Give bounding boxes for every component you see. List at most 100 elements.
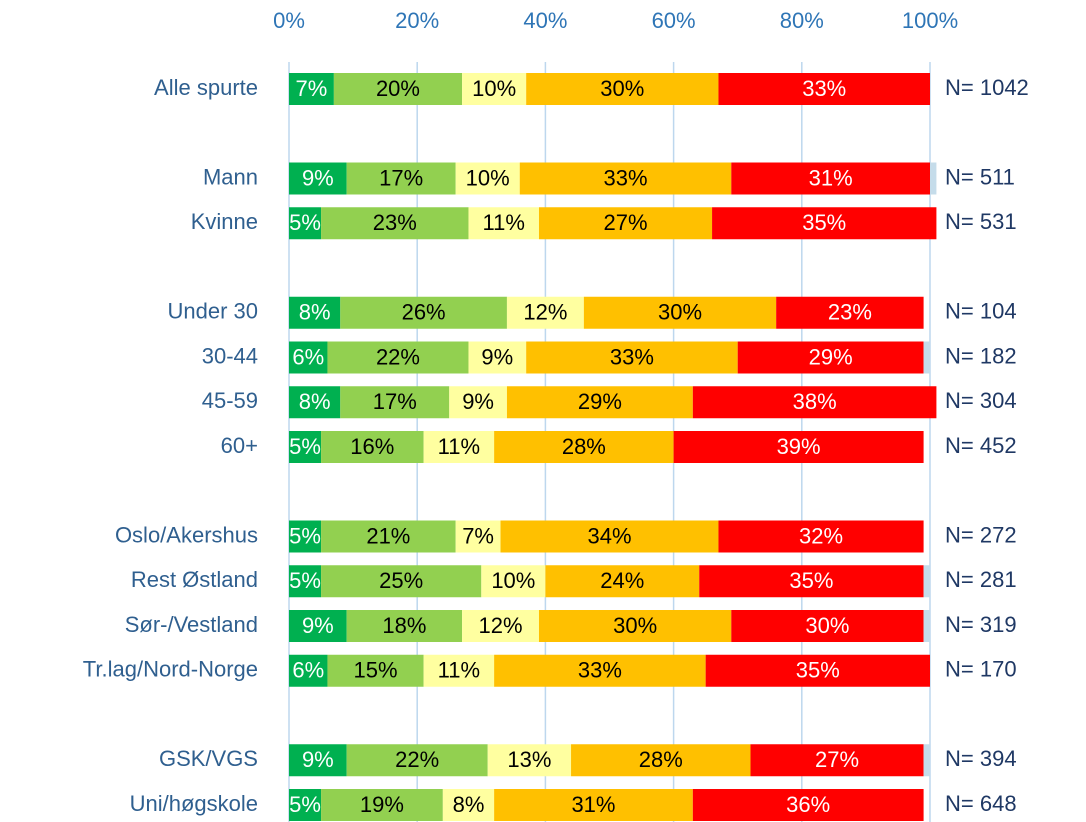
- bar-segment: [519, 162, 732, 195]
- category-label: Kvinne: [191, 209, 258, 234]
- value-label: 11%: [483, 210, 525, 235]
- bar-segment: [340, 296, 507, 329]
- bar-segment: [462, 73, 527, 105]
- value-label: 20%: [376, 76, 420, 101]
- bar-segment: [289, 341, 328, 374]
- value-label: 11%: [438, 658, 480, 683]
- bar-segment: [494, 654, 706, 687]
- n-label: N= 1042: [945, 75, 1029, 100]
- value-label: 5%: [289, 792, 321, 817]
- bar-segment: [776, 296, 924, 329]
- bar-segment: [327, 341, 469, 374]
- bar-segment: [930, 162, 937, 195]
- value-label: 27%: [815, 747, 859, 772]
- bar-segment: [468, 207, 539, 240]
- bar-segment: [538, 207, 713, 240]
- bar-segment: [923, 610, 930, 642]
- value-label: 29%: [809, 344, 853, 369]
- bar-segment: [731, 162, 930, 195]
- bar-segment: [699, 565, 924, 598]
- value-label: 10%: [466, 165, 510, 190]
- bar-segment: [506, 296, 584, 329]
- x-tick-label: 20%: [395, 8, 439, 33]
- bar-segment: [538, 610, 732, 642]
- bar-segment: [289, 565, 322, 598]
- bar-segment: [750, 744, 924, 777]
- bar-segment: [673, 431, 924, 463]
- value-label: 39%: [777, 434, 821, 459]
- category-label: 60+: [221, 433, 258, 458]
- value-label: 35%: [802, 210, 846, 235]
- bar-segment: [506, 386, 693, 419]
- bar-segment: [923, 744, 930, 777]
- category-label: 45-59: [202, 388, 258, 413]
- value-label: 10%: [472, 76, 516, 101]
- value-label: 9%: [302, 747, 334, 772]
- value-label: 24%: [600, 568, 644, 593]
- n-label: N= 304: [945, 388, 1017, 413]
- bar-segment: [289, 520, 322, 553]
- bar-segment: [737, 341, 924, 374]
- bar-segment: [526, 341, 738, 374]
- bar-segment: [487, 744, 572, 777]
- value-label: 22%: [395, 747, 439, 772]
- bar-segment: [718, 73, 930, 105]
- value-label: 31%: [571, 792, 615, 817]
- bar-segment: [423, 431, 495, 463]
- category-label: Alle spurte: [154, 75, 258, 100]
- value-label: 36%: [786, 792, 830, 817]
- value-label: 23%: [373, 210, 417, 235]
- bar-segment: [494, 789, 693, 821]
- value-label: 35%: [796, 658, 840, 683]
- bar-segment: [500, 520, 719, 553]
- bar-segment: [455, 162, 520, 195]
- bar-segment: [423, 654, 495, 687]
- bar-segment: [289, 431, 322, 463]
- bar-segment: [705, 654, 930, 687]
- bar-segment: [455, 520, 501, 553]
- bar-segment: [571, 744, 751, 777]
- category-label: Oslo/Akershus: [115, 522, 258, 547]
- value-label: 5%: [289, 523, 321, 548]
- value-label: 33%: [604, 165, 648, 190]
- value-label: 29%: [578, 389, 622, 414]
- bar-segment: [289, 744, 347, 777]
- bar-segment: [289, 654, 328, 687]
- value-label: 23%: [828, 300, 872, 325]
- bar-segment: [442, 789, 495, 821]
- bar-segment: [289, 789, 322, 821]
- bar-segment: [321, 565, 482, 598]
- value-label: 18%: [382, 613, 426, 638]
- bar-segment: [340, 386, 450, 419]
- value-label: 28%: [562, 434, 606, 459]
- bar-segment: [692, 789, 924, 821]
- x-tick-label: 100%: [902, 8, 958, 33]
- n-label: N= 394: [945, 746, 1017, 771]
- value-label: 33%: [610, 344, 654, 369]
- bar-segment: [731, 610, 924, 642]
- x-tick-label: 40%: [523, 8, 567, 33]
- bar-segment: [449, 386, 507, 419]
- bar-segment: [321, 520, 456, 553]
- bar-segment: [468, 341, 527, 374]
- value-label: 8%: [299, 300, 331, 325]
- value-label: 8%: [453, 792, 485, 817]
- bar-segment: [346, 162, 456, 195]
- bar-segment: [923, 565, 930, 598]
- value-label: 9%: [302, 613, 334, 638]
- bar-segment: [923, 341, 930, 374]
- n-label: N= 104: [945, 299, 1017, 324]
- x-tick-label: 80%: [780, 8, 824, 33]
- bar-segment: [289, 73, 334, 105]
- n-label: N= 648: [945, 791, 1017, 816]
- value-label: 9%: [481, 344, 513, 369]
- category-label: Uni/høgskole: [130, 791, 258, 816]
- value-label: 6%: [292, 344, 324, 369]
- value-label: 32%: [799, 523, 843, 548]
- n-label: N= 319: [945, 612, 1017, 637]
- value-label: 27%: [604, 210, 648, 235]
- category-label: Under 30: [167, 299, 258, 324]
- bar-segment: [289, 162, 347, 195]
- category-label: Rest Østland: [131, 567, 258, 592]
